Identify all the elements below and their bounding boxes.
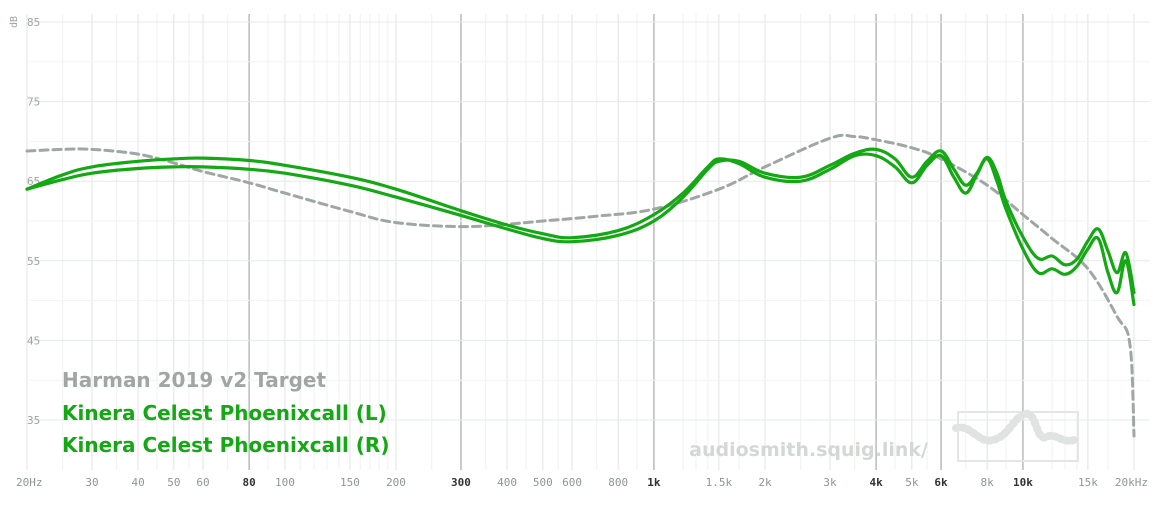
x-tick-label: 3k [823,476,837,489]
x-tick-label: 5k [905,476,919,489]
series-layer [25,133,1136,438]
legend: Harman 2019 v2 Target Kinera Celest Phoe… [62,368,389,457]
series-line-right[interactable] [25,152,1136,307]
x-tick-label: 1.5k [706,476,733,489]
x-tick-label: 200 [386,476,406,489]
legend-item-left[interactable]: Kinera Celest Phoenixcall (L) [62,401,387,425]
axis-labels: dB 20Hz 30 40 50 60 80 100 150 200 300 400 500 600 80… [9,16,1148,489]
x-tick-label: 150 [340,476,360,489]
x-tick-label: 300 [451,476,471,489]
x-tick-label: 15k [1078,476,1098,489]
x-tick-label: 1k [647,476,661,489]
legend-item-target[interactable]: Harman 2019 v2 Target [62,368,326,392]
x-tick-label: 600 [562,476,582,489]
x-tick-label: 8k [981,476,995,489]
x-tick-label: 4k [869,476,883,489]
x-tick-label: 40 [131,476,144,489]
y-axis-unit-label: dB [9,16,20,28]
x-tick-label: 400 [497,476,517,489]
x-tick-label: 800 [608,476,628,489]
x-tick-label: 20Hz [16,476,43,489]
series-line-left[interactable] [25,147,1136,295]
x-tick-label: 30 [85,476,98,489]
watermark-url: audiosmith.squig.link/ [689,439,928,461]
series-line-target[interactable] [25,133,1136,438]
x-tick-label: 60 [196,476,209,489]
x-tick-label: 20kHz [1115,476,1148,489]
x-tick-label: 10k [1013,476,1033,489]
x-tick-label: 500 [533,476,553,489]
legend-item-right[interactable]: Kinera Celest Phoenixcall (R) [62,433,389,457]
x-tick-label: 100 [275,476,295,489]
x-tick-label: 6k [934,476,948,489]
x-tick-label: 80 [243,476,256,489]
y-tick-label: 35 [27,414,40,427]
y-tick-label: 55 [27,255,40,268]
grid-layer [26,14,1150,470]
y-tick-label: 75 [27,96,40,109]
y-tick-label: 45 [27,334,40,347]
squiglink-logo [952,410,1079,462]
x-tick-label: 50 [167,476,180,489]
x-tick-label: 2k [758,476,772,489]
y-tick-label: 85 [27,16,40,29]
